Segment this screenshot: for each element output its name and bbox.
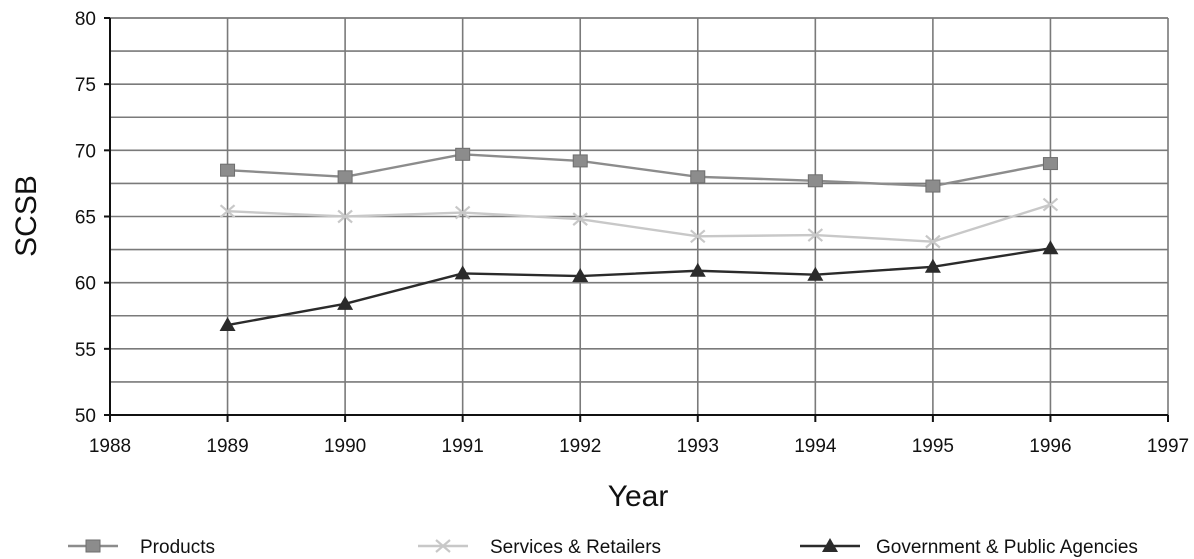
y-axis-title: SCSB — [10, 175, 43, 257]
x-marker-stroke — [337, 209, 353, 224]
y-tick-label: 65 — [75, 208, 96, 229]
data-point-services-retailers — [690, 229, 706, 244]
data-point-government-public-agencies — [337, 295, 354, 310]
data-point-government-public-agencies — [454, 265, 471, 280]
data-point-services-retailers — [1042, 197, 1059, 212]
data-point-services-retailers — [807, 228, 824, 242]
data-point-government-public-agencies — [689, 262, 706, 277]
x-tick-label: 1991 — [442, 436, 484, 457]
data-point-government-public-agencies — [572, 268, 589, 283]
x-tick-label: 1993 — [677, 436, 719, 457]
x-marker-stroke — [925, 234, 941, 249]
x-tick-label: 1997 — [1147, 436, 1189, 457]
y-tick-label: 60 — [75, 274, 96, 295]
legend-swatch-marker — [822, 538, 838, 552]
x-marker-stroke — [572, 212, 588, 226]
legend-item-services-retailers: Services & Retailers — [418, 537, 661, 558]
legend-label: Government & Public Agencies — [876, 537, 1138, 558]
data-point-products — [925, 179, 941, 193]
x-axis-title: Year — [608, 480, 669, 513]
data-point-government-public-agencies — [219, 317, 236, 332]
x-marker-stroke — [219, 204, 236, 219]
legend-label: Services & Retailers — [490, 537, 661, 558]
data-point-products — [690, 170, 706, 184]
legend-swatch-marker — [85, 539, 101, 553]
x-axis-ticks: 1988 1989 1990 1991 1992 1993 1994 1995 1996 1997 — [89, 415, 1189, 457]
data-point-products — [220, 163, 236, 177]
data-point-services-retailers — [454, 205, 471, 220]
x-tick-label: 1989 — [206, 436, 248, 457]
data-point-services-retailers — [337, 209, 353, 224]
x-marker-stroke — [454, 205, 471, 220]
x-tick-label: 1988 — [89, 436, 131, 457]
x-tick-label: 1994 — [794, 436, 837, 457]
y-tick-label: 70 — [75, 141, 96, 162]
x-tick-label: 1990 — [324, 436, 366, 457]
x-marker-stroke — [435, 539, 451, 553]
x-marker-stroke — [1042, 197, 1059, 212]
series-line-government-public-agencies — [227, 247, 1051, 327]
legend-swatch-marker — [435, 539, 451, 553]
legend-item-products: Products — [68, 537, 215, 558]
x-tick-label: 1995 — [912, 436, 954, 457]
legend-label: Products — [140, 537, 215, 558]
data-point-products — [1042, 157, 1058, 171]
x-tick-label: 1996 — [1029, 436, 1071, 457]
y-axis-ticks: 50 55 60 65 70 75 80 — [75, 9, 110, 427]
data-point-products — [807, 174, 823, 188]
legend: Products Services & Retailers Government… — [68, 537, 1138, 558]
y-tick-label: 55 — [75, 340, 96, 361]
y-tick-label: 75 — [75, 75, 96, 96]
data-point-products — [572, 154, 588, 168]
data-point-products — [455, 147, 471, 161]
y-tick-label: 80 — [75, 9, 96, 30]
data-point-services-retailers — [572, 212, 588, 226]
data-point-products — [337, 170, 353, 184]
series-line-products — [227, 153, 1051, 188]
data-point-services-retailers — [925, 234, 941, 249]
data-point-government-public-agencies — [924, 258, 941, 273]
legend-marker-services-retailers — [435, 539, 451, 553]
x-tick-label: 1992 — [559, 436, 601, 457]
data-point-services-retailers — [219, 204, 236, 219]
x-marker-stroke — [690, 229, 706, 244]
legend-marker-government-public-agencies — [822, 538, 838, 552]
series-lines — [227, 153, 1051, 327]
y-tick-label: 50 — [75, 406, 96, 427]
series-markers — [219, 147, 1059, 332]
series-line-services-retailers — [227, 203, 1051, 243]
legend-marker-products — [85, 539, 101, 553]
data-point-government-public-agencies — [807, 266, 824, 281]
data-point-government-public-agencies — [1042, 240, 1059, 255]
x-marker-stroke — [807, 228, 824, 242]
legend-item-government-public-agencies: Government & Public Agencies — [800, 537, 1138, 558]
